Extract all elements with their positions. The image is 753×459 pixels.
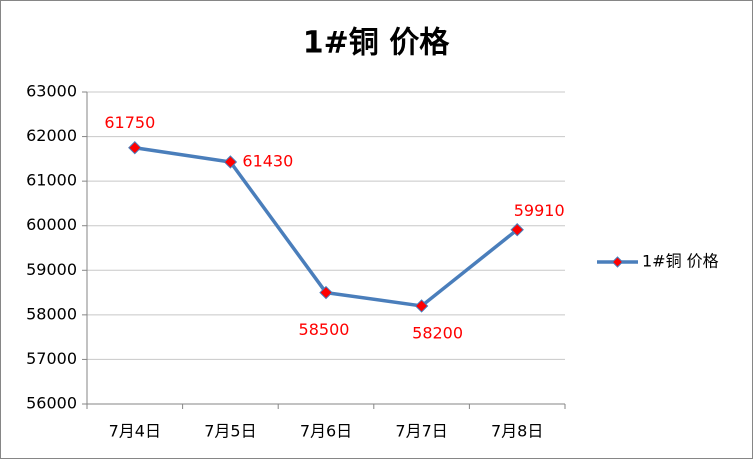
- chart-title: 1#铜 价格: [303, 26, 450, 61]
- y-tick-label: 60000: [26, 215, 77, 234]
- legend-label: 1#铜 价格: [642, 252, 719, 271]
- y-tick-label: 63000: [26, 82, 77, 101]
- y-tick-label: 58000: [26, 304, 77, 323]
- y-tick-label: 59000: [26, 260, 77, 279]
- marker: [128, 141, 142, 155]
- x-tick-label: 7月5日: [204, 422, 256, 441]
- x-tick-label: 7月7日: [395, 422, 447, 441]
- y-tick-label: 61000: [26, 171, 77, 190]
- data-label: 58500: [299, 320, 350, 339]
- y-tick-label: 62000: [26, 126, 77, 145]
- x-tick-label: 7月4日: [109, 422, 161, 441]
- marker: [223, 155, 238, 169]
- data-label: 61750: [104, 113, 155, 132]
- marker: [510, 223, 524, 237]
- marker: [319, 285, 333, 300]
- marker: [414, 299, 429, 313]
- y-tick-label: 56000: [26, 394, 77, 413]
- legend-marker: [611, 256, 624, 268]
- data-label: 61430: [242, 151, 293, 170]
- data-label: 59910: [514, 201, 565, 220]
- y-tick-label: 57000: [26, 349, 77, 368]
- x-tick-label: 7月6日: [300, 422, 352, 441]
- data-label: 58200: [412, 323, 463, 342]
- x-tick-label: 7月8日: [491, 422, 543, 441]
